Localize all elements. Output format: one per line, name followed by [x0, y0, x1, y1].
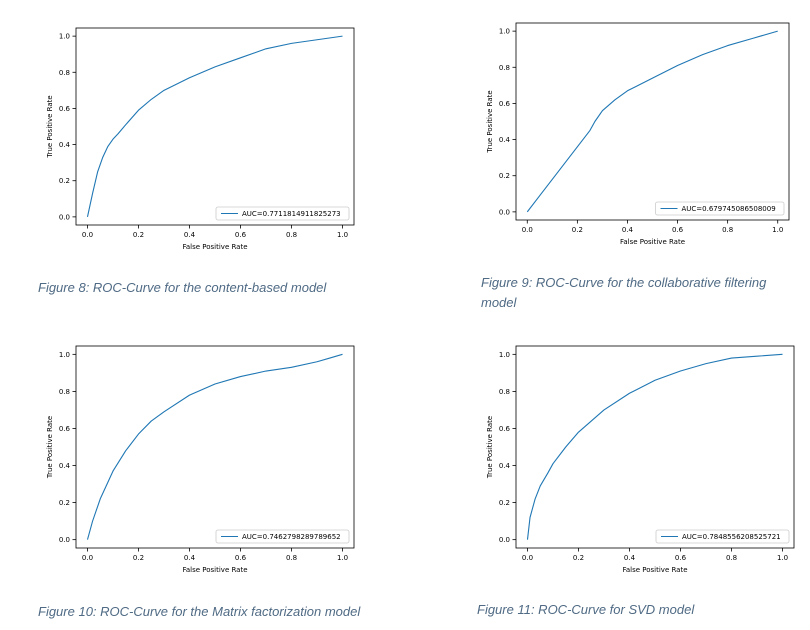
roc-curve-line	[86, 35, 343, 217]
y-axis-label: True Positive Rate	[486, 416, 494, 479]
legend-label: AUC=0.7848556208525721	[682, 533, 781, 541]
roc-chart-svg: 0.0 0.2 0.4 0.6 0.8 1.0 0.0 0.2 0.4 0.6 0.8 1.0 Fals…	[486, 22, 790, 246]
x-tick-label: 0.0	[82, 231, 93, 239]
y-tick-label: 0.2	[499, 499, 510, 507]
plot-frame	[515, 345, 795, 549]
x-tick-label: 0.2	[572, 226, 583, 234]
y-tick-label: 1.0	[59, 351, 70, 359]
x-tick-label: 0.8	[286, 231, 297, 239]
roc-chart-svg: 0.0 0.2 0.4 0.6 0.8 1.0 0.0 0.2 0.4 0.6 0.8 1.0 Fals…	[46, 345, 355, 574]
x-tick-label: 0.6	[672, 226, 684, 234]
y-tick-label: 0.6	[499, 425, 511, 433]
plot-frame	[75, 345, 355, 549]
legend-label: AUC=0.7711814911825273	[242, 210, 341, 218]
roc-chart-svg: 0.0 0.2 0.4 0.6 0.8 1.0 0.0 0.2 0.4 0.6 0.8 1.0 Fals…	[486, 345, 795, 574]
x-tick-label: 0.0	[522, 226, 533, 234]
y-tick-label: 0.8	[499, 388, 510, 396]
plot-frame	[515, 22, 790, 221]
x-tick-label: 0.4	[622, 226, 634, 234]
x-tick-label: 1.0	[337, 554, 348, 562]
roc-curve-line	[526, 30, 778, 213]
roc-curve-line	[86, 353, 343, 540]
roc-chart-content-based: 0.0 0.2 0.4 0.6 0.8 1.0 0.0 0.2 0.4 0.6 0.8 1.0 Fals…	[40, 22, 360, 257]
y-tick-label: 0.4	[59, 141, 71, 149]
y-tick-label: 1.0	[59, 33, 70, 41]
plot-frame	[75, 27, 355, 226]
x-axis-label: False Positive Rate	[182, 243, 247, 251]
y-tick-label: 0.4	[499, 462, 511, 470]
x-tick-label: 0.0	[522, 554, 533, 562]
y-tick-label: 1.0	[499, 351, 510, 359]
y-tick-label: 0.4	[499, 136, 511, 144]
x-tick-label: 1.0	[772, 226, 783, 234]
y-tick-label: 0.6	[59, 105, 71, 113]
figure-caption-11: Figure 11: ROC-Curve for SVD model	[477, 602, 695, 617]
x-axis-label: False Positive Rate	[620, 238, 685, 246]
y-axis-label: True Positive Rate	[486, 90, 494, 153]
x-tick-label: 0.8	[726, 554, 737, 562]
y-tick-label: 0.8	[59, 69, 70, 77]
x-tick-label: 0.2	[573, 554, 584, 562]
y-tick-label: 0.6	[499, 100, 511, 108]
x-tick-label: 0.2	[133, 231, 144, 239]
roc-chart-collaborative-filtering: 0.0 0.2 0.4 0.6 0.8 1.0 0.0 0.2 0.4 0.6 0.8 1.0 Fals…	[480, 17, 795, 252]
x-tick-label: 0.8	[286, 554, 297, 562]
x-axis-label: False Positive Rate	[622, 566, 687, 574]
x-tick-label: 0.8	[722, 226, 733, 234]
x-tick-label: 0.2	[133, 554, 144, 562]
y-tick-label: 0.8	[59, 388, 70, 396]
y-tick-label: 0.2	[59, 177, 70, 185]
y-tick-label: 0.0	[499, 208, 510, 216]
roc-chart-matrix-factorization: 0.0 0.2 0.4 0.6 0.8 1.0 0.0 0.2 0.4 0.6 0.8 1.0 Fals…	[40, 340, 360, 580]
roc-chart-svg: 0.0 0.2 0.4 0.6 0.8 1.0 0.0 0.2 0.4 0.6 0.8 1.0 Fals…	[46, 27, 355, 251]
x-axis-label: False Positive Rate	[182, 566, 247, 574]
figure-caption-9: Figure 9: ROC-Curve for the collaborativ…	[481, 275, 767, 310]
y-tick-label: 0.2	[499, 172, 510, 180]
y-tick-label: 1.0	[499, 28, 510, 36]
x-tick-label: 0.6	[235, 231, 247, 239]
legend-box	[655, 529, 790, 544]
y-tick-label: 0.0	[59, 213, 70, 221]
y-tick-label: 0.4	[59, 462, 71, 470]
legend-box	[215, 529, 350, 544]
legend-label: AUC=0.679745086508009	[682, 205, 776, 213]
x-tick-label: 0.0	[82, 554, 93, 562]
y-axis-label: True Positive Rate	[46, 416, 54, 479]
x-tick-label: 1.0	[777, 554, 788, 562]
roc-chart-svd: 0.0 0.2 0.4 0.6 0.8 1.0 0.0 0.2 0.4 0.6 0.8 1.0 Fals…	[480, 340, 800, 580]
x-tick-label: 0.4	[184, 554, 196, 562]
x-tick-label: 0.4	[624, 554, 636, 562]
y-tick-label: 0.8	[499, 64, 510, 72]
y-tick-label: 0.0	[59, 536, 70, 544]
x-tick-label: 1.0	[337, 231, 348, 239]
legend-label: AUC=0.7462798289789652	[242, 533, 341, 541]
y-tick-label: 0.0	[499, 536, 510, 544]
y-tick-label: 0.2	[59, 499, 70, 507]
y-axis-label: True Positive Rate	[46, 95, 54, 158]
legend-box	[655, 201, 785, 216]
roc-curve-line	[526, 353, 783, 540]
y-tick-label: 0.6	[59, 425, 71, 433]
legend-box	[215, 206, 350, 221]
figure-caption-10: Figure 10: ROC-Curve for the Matrix fact…	[38, 604, 361, 619]
x-tick-label: 0.6	[235, 554, 247, 562]
figure-caption-8: Figure 8: ROC-Curve for the content-base…	[38, 280, 327, 295]
x-tick-label: 0.4	[184, 231, 196, 239]
x-tick-label: 0.6	[675, 554, 687, 562]
